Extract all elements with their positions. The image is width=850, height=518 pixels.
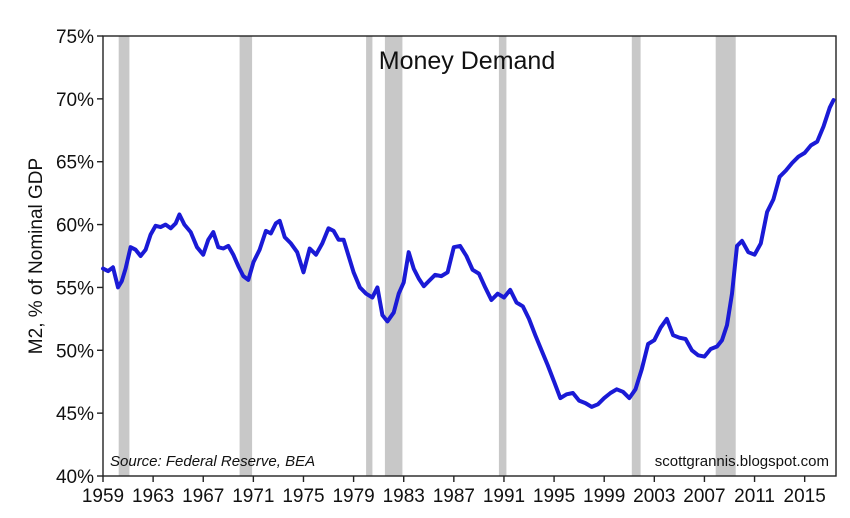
y-tick-label: 70% [56,90,94,111]
x-tick-label: 1995 [533,486,575,507]
recession-band-1 [239,36,253,476]
x-tick-label: 1963 [132,486,174,507]
plot-frame [102,35,837,477]
chart-title: Money Demand [379,47,555,75]
recession-band-3 [384,36,403,476]
recession-band-5 [631,36,641,476]
x-tick-label: 1999 [583,486,625,507]
x-tick-label: 1975 [282,486,324,507]
recession-band-0 [118,36,130,476]
x-tick-label: 1987 [433,486,475,507]
y-tick-label: 55% [56,278,94,299]
y-axis-label: M2, % of Nominal GDP [26,158,47,354]
source-note: Source: Federal Reserve, BEA [110,453,315,470]
recession-band-6 [715,36,736,476]
x-tick-label: 2011 [734,486,775,507]
x-tick-label: 2015 [784,486,826,507]
y-tick-labels: 40% 45% 50% 55% 60% 65% 70% 75% [56,27,103,488]
y-tick-label: 60% [56,216,94,237]
x-tick-label: 2007 [683,486,725,507]
recession-bands [118,36,736,476]
y-tick-label: 75% [56,27,94,48]
y-tick-label: 50% [56,341,94,362]
y-tick-label: 45% [56,404,94,425]
x-tick-label: 1983 [383,486,425,507]
x-tick-label: 1979 [332,486,374,507]
blog-credit: scottgrannis.blogspot.com [655,453,829,470]
recession-band-2 [366,36,373,476]
y-tick-label: 65% [56,153,94,174]
x-tick-label: 1967 [182,486,224,507]
x-tick-label: 2003 [633,486,675,507]
x-tick-label: 1971 [232,486,274,507]
axes [102,35,837,477]
series-line-0 [101,98,836,409]
x-tick-label: 1991 [483,486,525,507]
recession-band-4 [498,36,507,476]
x-tick-label: 1959 [82,486,124,507]
series-layer [101,98,836,409]
x-tick-labels: 1959 1963 1967 1971 1975 1979 1983 1987 1991 1995… [82,476,826,507]
y-tick-label: 40% [56,467,94,488]
